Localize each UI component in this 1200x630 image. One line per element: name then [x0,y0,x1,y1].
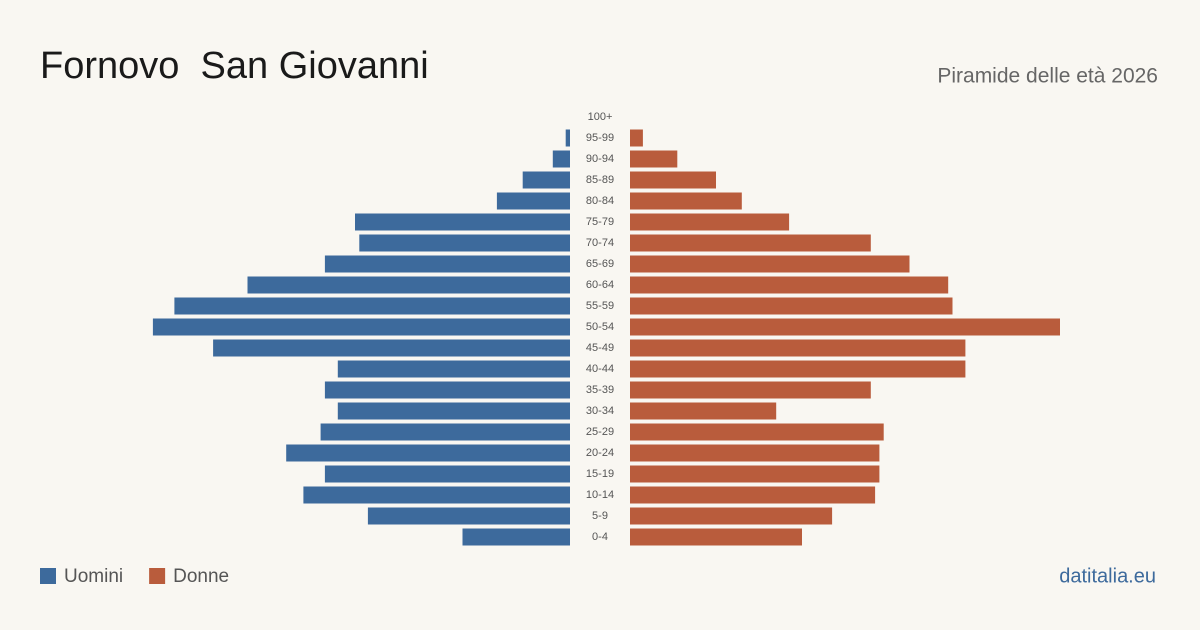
bar [247,276,570,294]
bar [630,255,910,273]
category-label: 80-84 [586,195,614,207]
bar [522,171,570,189]
category-label: 5-9 [592,510,608,522]
bar [174,297,570,315]
bar [320,423,570,441]
bar [359,234,570,252]
bar [324,255,570,273]
category-label: 50-54 [586,321,614,333]
source: datitalia.eu [1059,565,1156,587]
category-label: 20-24 [586,447,614,459]
bar [630,192,742,210]
category-label: 55-59 [586,300,614,312]
bar [630,297,953,315]
legend-label: Donne [173,566,229,587]
legend-swatch [149,568,166,584]
category-label: 25-29 [586,426,614,438]
bar [630,402,777,420]
bar [630,423,884,441]
bar [367,507,570,525]
bar [630,234,871,252]
chart-subtitle: Piramide delle età 2026 [937,65,1158,88]
chart-title: Fornovo San Giovanni [40,45,429,87]
bar [630,171,716,189]
category-label: 60-64 [586,279,614,291]
bar [337,402,570,420]
bar [496,192,570,210]
bar [630,213,790,231]
bar [630,318,1060,336]
category-label: 95-99 [586,132,614,144]
bar [630,150,678,168]
bar [630,339,966,357]
category-label: 15-19 [586,468,614,480]
bar [630,465,880,483]
category-label: 90-94 [586,153,614,165]
bar [552,150,570,168]
bar [565,129,570,147]
bar [630,528,802,546]
bar [213,339,570,357]
category-label: 70-74 [586,237,614,249]
bar [630,381,871,399]
bar [355,213,570,231]
bar [324,381,570,399]
legend-swatch [40,568,56,584]
legend-label: Uomini [64,566,123,587]
bar [462,528,570,546]
bar [630,486,876,504]
bar [630,360,966,378]
bar [630,276,949,294]
category-label: 40-44 [586,363,614,375]
category-label: 100+ [588,111,613,123]
category-label: 65-69 [586,258,614,270]
category-label: 35-39 [586,384,614,396]
bar [152,318,570,336]
bar [630,507,833,525]
category-label: 85-89 [586,174,614,186]
bar [324,465,570,483]
bar [630,444,880,462]
bar [286,444,570,462]
category-label: 30-34 [586,405,614,417]
bar [630,129,643,147]
category-label: 45-49 [586,342,614,354]
category-label: 0-4 [592,531,608,543]
category-label: 75-79 [586,216,614,228]
bar [337,360,570,378]
category-label: 10-14 [586,489,614,501]
bar [303,486,570,504]
